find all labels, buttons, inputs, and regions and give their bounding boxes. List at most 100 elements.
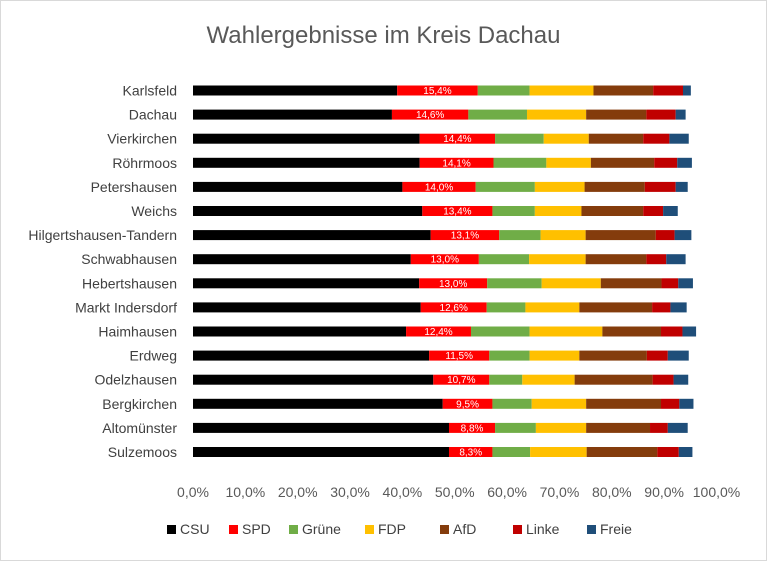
bar-afd-8 <box>600 278 662 289</box>
bar-csu-10 <box>193 326 407 337</box>
data-label-15: 8,3% <box>459 448 482 459</box>
category-label-9: Markt Indersdorf <box>75 299 177 315</box>
bar-fdp-10 <box>529 326 603 337</box>
bar-csu-13 <box>193 398 443 409</box>
bar-linke-6 <box>655 230 675 241</box>
legend-label-linke: Linke <box>526 521 560 537</box>
data-label-1: 14,6% <box>416 110 444 121</box>
bar-afd-13 <box>586 398 662 409</box>
bar-freie-6 <box>674 230 692 241</box>
x-tick-10: 100,0% <box>693 484 740 500</box>
bar-afd-1 <box>586 109 647 120</box>
bar-grüne-12 <box>489 374 523 385</box>
legend-label-spd: SPD <box>242 521 271 537</box>
bar-linke-9 <box>652 302 671 313</box>
bar-freie-11 <box>667 350 689 361</box>
bar-linke-0 <box>653 85 683 96</box>
bar-afd-4 <box>584 181 645 192</box>
bar-spd-3 <box>419 157 494 168</box>
x-tick-0: 0,0% <box>177 484 209 500</box>
bar-csu-11 <box>193 350 430 361</box>
category-label-14: Altomünster <box>102 420 177 436</box>
bar-csu-0 <box>193 85 398 96</box>
legend-label-grüne: Grüne <box>302 521 341 537</box>
category-label-12: Odelzhausen <box>94 372 177 388</box>
bar-linke-7 <box>646 254 667 265</box>
bar-spd-6 <box>430 230 500 241</box>
bar-grüne-11 <box>489 350 530 361</box>
legend-swatch-afd <box>440 525 449 534</box>
bar-fdp-4 <box>534 181 585 192</box>
category-label-2: Vierkirchen <box>107 131 177 147</box>
data-label-11: 11,5% <box>445 351 473 362</box>
bar-afd-3 <box>590 157 655 168</box>
bar-afd-5 <box>581 206 644 216</box>
bar-grüne-5 <box>492 206 535 216</box>
bar-spd-1 <box>391 109 469 120</box>
bar-afd-11 <box>579 350 647 361</box>
bar-freie-0 <box>683 85 691 96</box>
data-label-12: 10,7% <box>447 375 475 386</box>
chart-title: Wahlergebnisse im Kreis Dachau <box>206 22 561 49</box>
bar-grüne-4 <box>475 181 535 192</box>
bar-spd-0 <box>397 85 478 96</box>
legend-label-afd: AfD <box>453 521 476 537</box>
bar-fdp-3 <box>546 157 591 168</box>
bar-grüne-7 <box>478 254 530 265</box>
data-label-3: 14,1% <box>442 158 470 169</box>
data-labels: 15,4% 14,6% 14,4% 14,1% 14,0% 13,4% 13,1% 13,0%… <box>416 86 484 459</box>
bar-linke-8 <box>661 278 679 289</box>
bar-grüne-1 <box>468 109 527 120</box>
category-label-11: Erdweg <box>130 348 177 364</box>
bar-fdp-7 <box>529 254 586 265</box>
bar-spd-14 <box>448 422 496 433</box>
bar-linke-1 <box>646 109 676 120</box>
x-tick-5: 50,0% <box>435 484 475 500</box>
bar-grüne-0 <box>477 85 530 96</box>
x-tick-3: 30,0% <box>330 484 370 500</box>
bar-spd-10 <box>406 326 471 337</box>
bar-csu-9 <box>193 302 421 313</box>
bar-csu-3 <box>193 157 420 168</box>
bar-spd-7 <box>410 254 479 265</box>
legend-label-freie: Freie <box>600 521 632 537</box>
bar-csu-15 <box>193 447 449 457</box>
bar-grüne-3 <box>493 157 547 168</box>
legend-swatch-csu <box>167 525 176 534</box>
bar-fdp-6 <box>540 230 586 241</box>
bar-spd-13 <box>442 398 493 409</box>
bar-linke-14 <box>650 422 668 433</box>
bar-fdp-11 <box>529 350 580 361</box>
bar-spd-4 <box>402 181 476 192</box>
bar-grüne-6 <box>499 230 541 241</box>
legend-label-csu: CSU <box>180 521 210 537</box>
bar-freie-10 <box>682 326 697 337</box>
bar-freie-4 <box>675 181 688 192</box>
bar-afd-10 <box>602 326 662 337</box>
bar-csu-12 <box>193 374 434 385</box>
bar-spd-8 <box>419 278 488 289</box>
bar-csu-4 <box>193 181 403 192</box>
bar-afd-7 <box>585 254 647 265</box>
bar-afd-9 <box>579 302 653 313</box>
x-tick-7: 70,0% <box>540 484 580 500</box>
bar-csu-8 <box>193 278 420 289</box>
bar-linke-3 <box>654 157 678 168</box>
bar-freie-13 <box>679 398 694 409</box>
category-label-10: Haimhausen <box>98 324 177 340</box>
bar-grüne-14 <box>495 422 536 433</box>
bar-grüne-15 <box>492 447 531 457</box>
bar-fdp-13 <box>531 398 587 409</box>
bar-fdp-0 <box>529 85 594 96</box>
data-label-6: 13,1% <box>451 231 479 242</box>
x-axis-ticks: 0,0% 10,0% 20,0% 30,0% 40,0% 50,0% 60,0% 70,0% 8… <box>177 484 740 500</box>
bar-spd-2 <box>419 133 496 144</box>
bar-spd-9 <box>420 302 487 313</box>
bar-fdp-2 <box>543 133 589 144</box>
legend-swatch-freie <box>587 525 596 534</box>
bar-freie-14 <box>667 422 688 433</box>
legend-swatch-grüne <box>289 525 298 534</box>
legend: CSU SPD Grüne FDP AfD Linke Freie <box>167 521 632 537</box>
x-tick-9: 90,0% <box>644 484 684 500</box>
